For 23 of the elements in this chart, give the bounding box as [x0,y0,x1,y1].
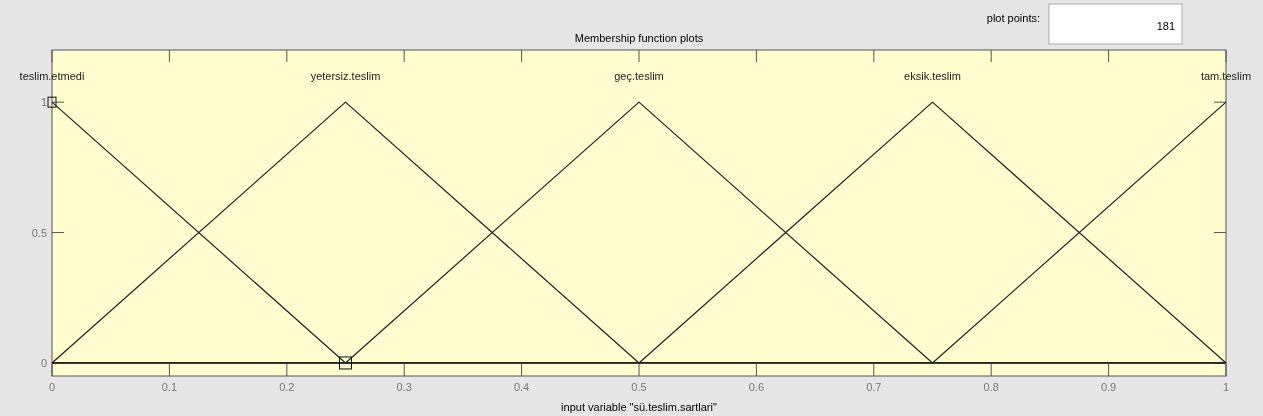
text: eksik.teslim [904,70,961,82]
x-tick-label: 1 [1222,381,1230,393]
x-tick-label: 0.5 [631,381,647,393]
text: yetersiz.teslim [310,70,381,82]
series-label: teslim.etmedi [19,70,85,82]
text: plot points: [986,12,1040,24]
x-tick-label: 0.4 [513,381,530,393]
text: tam.teslim [1200,70,1252,82]
y-tick-label: 1 [40,96,47,109]
x-tick-label: 0.8 [983,381,999,393]
x-tick-label: 0.2 [279,381,295,393]
text: 181 [1156,20,1175,32]
x-tick-label: 0.1 [161,381,178,393]
y-tick-label: 0 [40,356,47,369]
x-axis-title: input variable "sü.teslim.sartlari" [561,401,717,413]
x-tick-label: 0.3 [396,381,412,393]
text: geç.teslim [614,70,664,82]
x-tick-label: 0.7 [866,381,882,393]
x-tick-label: 0 [48,381,56,393]
y-tick-label: 0.5 [31,226,47,239]
chart-title: Membership function plots [574,32,704,44]
x-tick-label: 0.6 [748,381,765,393]
x-tick-label: 0.9 [1100,381,1117,393]
